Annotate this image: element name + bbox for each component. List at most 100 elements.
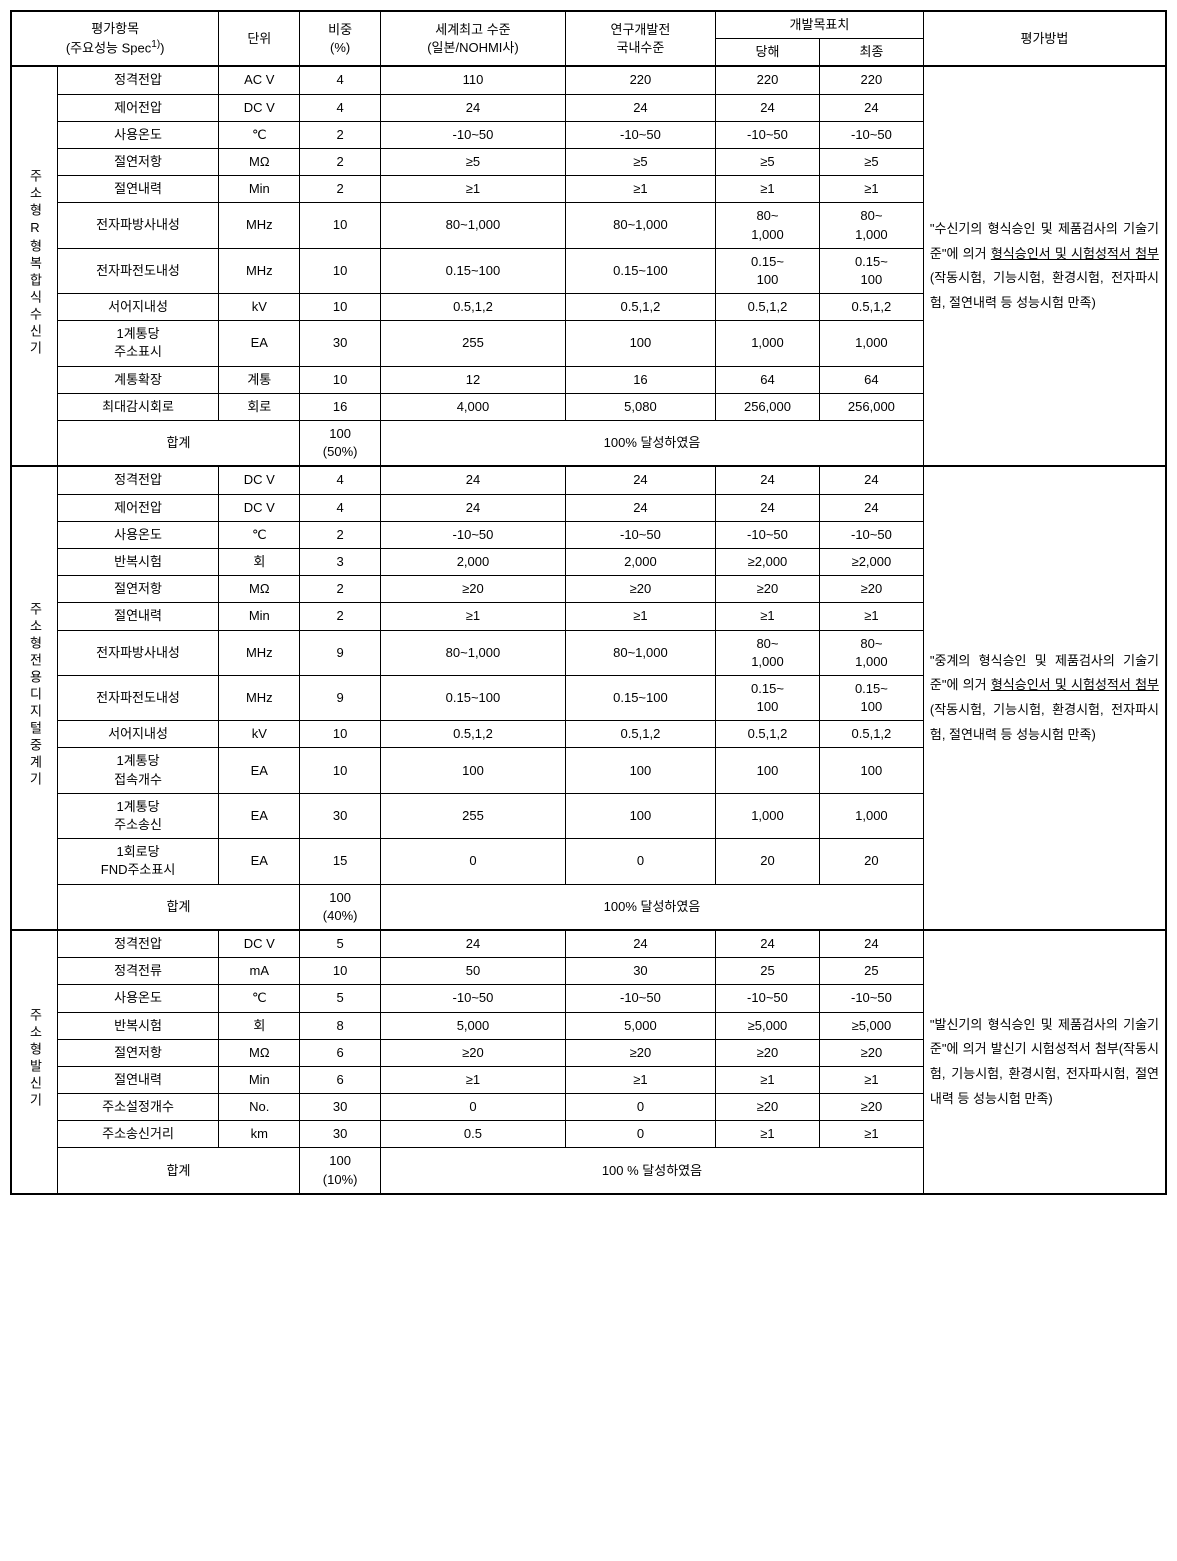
row-weight: 2 [300, 576, 381, 603]
row-domestic: 24 [565, 494, 715, 521]
row-worldbest: ≥1 [381, 603, 566, 630]
row-target-current: 1,000 [716, 321, 820, 366]
row-domestic: 24 [565, 930, 715, 958]
row-target-current: 220 [716, 66, 820, 94]
row-unit: Min [219, 176, 300, 203]
row-weight: 10 [300, 366, 381, 393]
header-target-final: 최종 [819, 39, 923, 67]
row-weight: 2 [300, 521, 381, 548]
row-weight: 6 [300, 1039, 381, 1066]
row-weight: 2 [300, 176, 381, 203]
summary-label: 합계 [57, 884, 300, 930]
row-worldbest: 5,000 [381, 1012, 566, 1039]
row-target-final: 80~1,000 [819, 203, 923, 248]
header-target-current: 당해 [716, 39, 820, 67]
row-target-final: ≥5,000 [819, 1012, 923, 1039]
row-target-current: 256,000 [716, 393, 820, 420]
row-domestic: ≥20 [565, 576, 715, 603]
row-worldbest: -10~50 [381, 985, 566, 1012]
row-item: 주소송신거리 [57, 1121, 219, 1148]
row-unit: MHz [219, 248, 300, 293]
row-item: 계통확장 [57, 366, 219, 393]
row-target-current: 24 [716, 466, 820, 494]
row-domestic: 24 [565, 94, 715, 121]
header-target: 개발목표치 [716, 11, 924, 39]
row-target-final: -10~50 [819, 985, 923, 1012]
row-weight: 8 [300, 1012, 381, 1039]
row-worldbest: 255 [381, 793, 566, 838]
row-unit: 계통 [219, 366, 300, 393]
row-target-current: ≥20 [716, 1039, 820, 1066]
row-target-current: 0.5,1,2 [716, 294, 820, 321]
header-worldbest: 세계최고 수준(일본/NOHMI사) [381, 11, 566, 66]
row-item: 최대감시회로 [57, 393, 219, 420]
row-target-current: 100 [716, 748, 820, 793]
row-weight: 9 [300, 675, 381, 720]
row-weight: 9 [300, 630, 381, 675]
row-target-current: ≥5,000 [716, 1012, 820, 1039]
row-weight: 4 [300, 94, 381, 121]
row-worldbest: 0.15~100 [381, 248, 566, 293]
row-domestic: 5,000 [565, 1012, 715, 1039]
row-target-current: 0.15~100 [716, 248, 820, 293]
row-worldbest: ≥1 [381, 176, 566, 203]
row-worldbest: 24 [381, 930, 566, 958]
row-worldbest: 4,000 [381, 393, 566, 420]
row-weight: 4 [300, 466, 381, 494]
summary-result: 100% 달성하였음 [381, 421, 924, 467]
row-item: 전자파방사내성 [57, 203, 219, 248]
row-unit: MHz [219, 675, 300, 720]
row-unit: ℃ [219, 121, 300, 148]
row-domestic: -10~50 [565, 121, 715, 148]
row-item: 정격전압 [57, 66, 219, 94]
row-worldbest: -10~50 [381, 521, 566, 548]
row-target-final: 1,000 [819, 793, 923, 838]
row-unit: DC V [219, 930, 300, 958]
row-unit: MΩ [219, 148, 300, 175]
row-target-current: ≥1 [716, 603, 820, 630]
row-worldbest: 80~1,000 [381, 203, 566, 248]
row-domestic: 30 [565, 958, 715, 985]
row-target-final: ≥20 [819, 576, 923, 603]
row-worldbest: ≥20 [381, 1039, 566, 1066]
row-target-current: 20 [716, 839, 820, 884]
section-title: 주소형발신기 [11, 930, 57, 1194]
row-item: 1계통당주소표시 [57, 321, 219, 366]
row-weight: 30 [300, 793, 381, 838]
row-target-current: ≥20 [716, 576, 820, 603]
row-worldbest: 110 [381, 66, 566, 94]
row-target-final: ≥20 [819, 1039, 923, 1066]
method-cell: "중계의 형식승인 및 제품검사의 기술기준"에 의거 형식승인서 및 시험성적… [923, 466, 1166, 930]
row-domestic: ≥5 [565, 148, 715, 175]
row-target-current: -10~50 [716, 121, 820, 148]
row-target-final: 24 [819, 466, 923, 494]
row-weight: 10 [300, 721, 381, 748]
row-domestic: 0.5,1,2 [565, 294, 715, 321]
row-domestic: 100 [565, 321, 715, 366]
row-item: 반복시험 [57, 1012, 219, 1039]
row-target-final: 24 [819, 930, 923, 958]
row-weight: 5 [300, 930, 381, 958]
method-cell: "발신기의 형식승인 및 제품검사의 기술기준"에 의거 발신기 시험성적서 첨… [923, 930, 1166, 1194]
row-target-final: 24 [819, 494, 923, 521]
row-worldbest: 2,000 [381, 548, 566, 575]
row-domestic: ≥1 [565, 603, 715, 630]
row-weight: 4 [300, 494, 381, 521]
row-worldbest: -10~50 [381, 121, 566, 148]
row-worldbest: ≥20 [381, 576, 566, 603]
row-target-current: 0.5,1,2 [716, 721, 820, 748]
row-item: 절연내력 [57, 603, 219, 630]
row-domestic: 220 [565, 66, 715, 94]
row-target-final: -10~50 [819, 521, 923, 548]
header-domestic: 연구개발전국내수준 [565, 11, 715, 66]
row-item: 정격전압 [57, 930, 219, 958]
row-target-current: ≥1 [716, 1066, 820, 1093]
row-weight: 15 [300, 839, 381, 884]
summary-label: 합계 [57, 1148, 300, 1194]
row-item: 반복시험 [57, 548, 219, 575]
row-unit: EA [219, 748, 300, 793]
row-target-current: 24 [716, 930, 820, 958]
row-domestic: 100 [565, 793, 715, 838]
row-unit: Min [219, 603, 300, 630]
section-title: 주소형전용디지털중계기 [11, 466, 57, 930]
